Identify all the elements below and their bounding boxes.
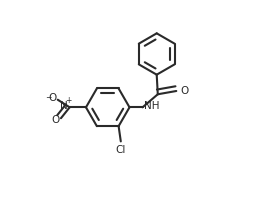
Text: +: +	[65, 96, 71, 105]
Text: NH: NH	[144, 101, 160, 111]
Text: O: O	[52, 115, 60, 125]
Text: O: O	[48, 93, 57, 103]
Text: O: O	[180, 86, 189, 96]
Text: Cl: Cl	[116, 145, 126, 155]
Text: N: N	[60, 101, 68, 111]
Text: −: −	[45, 93, 51, 102]
